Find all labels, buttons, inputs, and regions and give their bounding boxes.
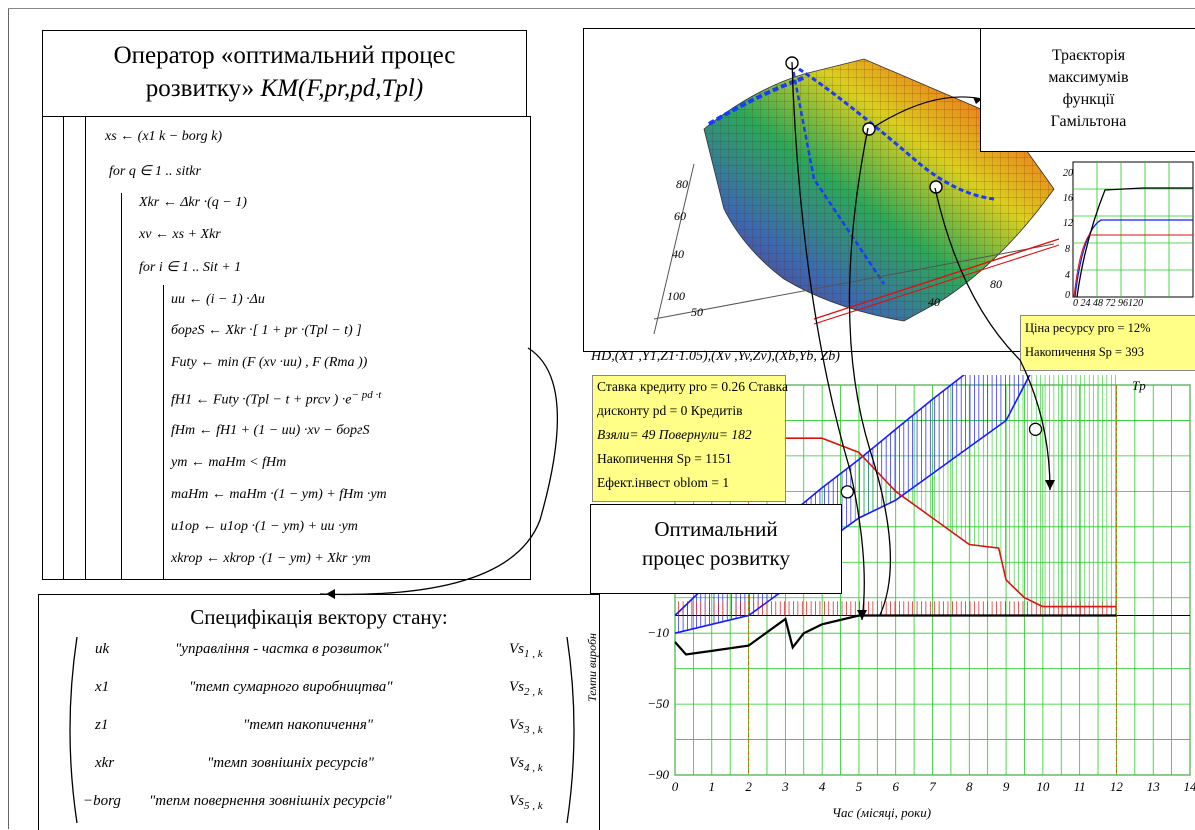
algo-to-spec-arrowhead [326, 589, 335, 599]
surface-to-chart-arrow-2 [849, 128, 890, 615]
surface-to-chart-arrowhead-3 [1045, 480, 1055, 490]
surface-to-chart-arrow-1 [792, 62, 864, 620]
surface-to-chart-arrow-3 [935, 188, 1050, 490]
algo-to-spec-arrow [320, 348, 557, 594]
surface-to-chart-arrowhead-1 [857, 610, 867, 620]
